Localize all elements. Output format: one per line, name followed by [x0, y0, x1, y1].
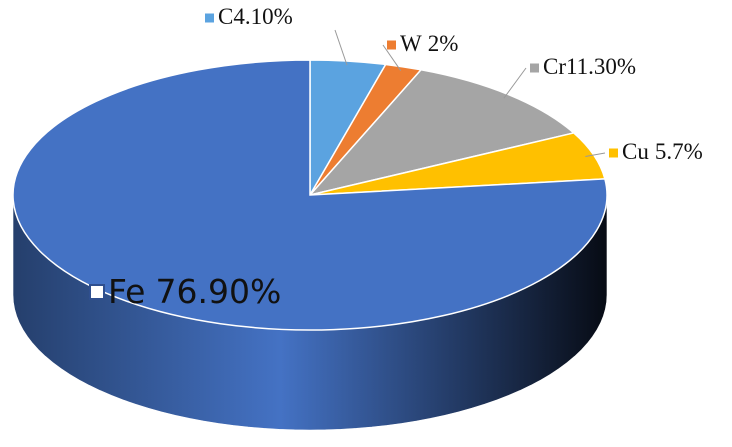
- data-label: Cr11.30%: [543, 54, 636, 79]
- data-label: W 2%: [400, 31, 458, 56]
- leader-line: [503, 67, 527, 99]
- category-label: Cu: [622, 139, 649, 164]
- value-label: 5.7%: [655, 139, 703, 164]
- category-label: Cr: [543, 54, 566, 79]
- data-label: Cu 5.7%: [622, 139, 703, 164]
- value-label: 11.30%: [566, 54, 636, 79]
- leader-line: [382, 44, 402, 71]
- data-label: C4.10%: [218, 4, 293, 29]
- label-marker: [387, 40, 396, 50]
- value-label: 2%: [428, 31, 459, 56]
- slice: [307, 68, 576, 197]
- label-marker: [530, 63, 539, 73]
- category-label: C: [218, 4, 233, 29]
- slice: [12, 59, 608, 331]
- value-label: 76.90%: [155, 272, 281, 311]
- leader-line: [585, 152, 606, 157]
- label-marker: [89, 284, 105, 300]
- category-label: W: [400, 31, 422, 56]
- label-marker: [609, 148, 618, 158]
- value-label: 4.10%: [233, 4, 292, 29]
- category-label: Fe: [108, 272, 145, 311]
- data-label: Fe 76.90%: [108, 272, 281, 311]
- leader-line: [334, 29, 348, 66]
- label-marker: [205, 13, 214, 23]
